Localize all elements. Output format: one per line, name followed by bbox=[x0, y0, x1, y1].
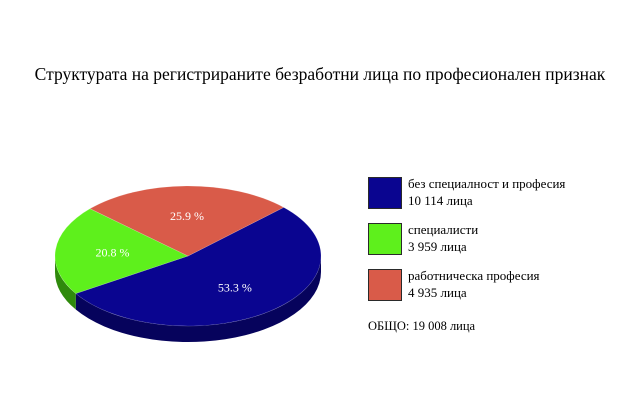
pie-slice bbox=[89, 185, 285, 257]
pie-slice-side bbox=[55, 256, 76, 310]
pie-slice bbox=[75, 207, 322, 327]
legend-value: 4 935 лица bbox=[408, 285, 467, 300]
legend-item: работническа професия 4 935 лица bbox=[368, 267, 638, 313]
legend-swatch bbox=[368, 269, 402, 301]
legend-label: специалисти bbox=[408, 222, 479, 237]
slice-percent-label: 53.3 % bbox=[218, 280, 252, 294]
pie-slice bbox=[54, 208, 189, 294]
total-label: ОБЩО: 19 008 лица bbox=[368, 319, 476, 333]
legend-item: без специалност и професия 10 114 лица bbox=[368, 175, 638, 221]
legend-label: работническа професия bbox=[408, 268, 540, 283]
legend-value: 10 114 лица bbox=[408, 193, 473, 208]
legend: без специалност и професия 10 114 лица с… bbox=[368, 175, 638, 313]
legend-value: 3 959 лица bbox=[408, 239, 467, 254]
legend-swatch bbox=[368, 177, 402, 209]
slice-percent-label: 25.9 % bbox=[170, 209, 204, 223]
legend-item: специалисти 3 959 лица bbox=[368, 221, 638, 267]
legend-label: без специалност и професия bbox=[408, 176, 566, 191]
legend-text: работническа професия 4 935 лица bbox=[408, 267, 540, 301]
legend-text: без специалност и професия 10 114 лица bbox=[408, 175, 565, 209]
legend-text: специалисти 3 959 лица bbox=[408, 221, 478, 255]
chart-title: Структурата на регистрираните безработни… bbox=[34, 64, 606, 84]
slice-percent-label: 20.8 % bbox=[95, 245, 129, 259]
legend-swatch bbox=[368, 223, 402, 255]
pie-sides bbox=[55, 256, 321, 343]
pie-slice-side bbox=[75, 256, 321, 343]
